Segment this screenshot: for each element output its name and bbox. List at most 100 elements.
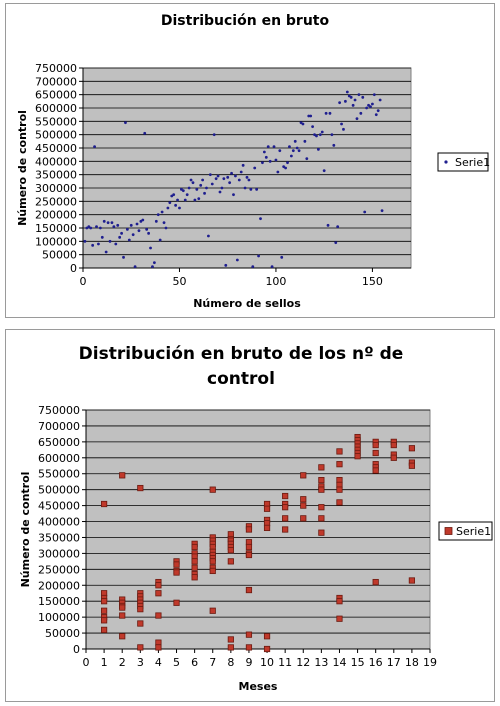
y-tick-label: 600000 <box>38 452 80 465</box>
data-point <box>227 644 234 651</box>
y-tick-label: 500000 <box>38 484 80 497</box>
data-point <box>131 233 135 237</box>
y-tick-label: 250000 <box>38 563 80 576</box>
data-point <box>173 599 180 606</box>
data-point <box>183 198 187 202</box>
x-tick-label: 16 <box>369 656 383 669</box>
data-point <box>336 461 343 468</box>
data-point <box>282 504 289 511</box>
data-point <box>357 93 361 97</box>
data-point <box>297 149 301 153</box>
data-point <box>137 606 144 613</box>
data-point <box>280 255 284 259</box>
x-tick-label: 150 <box>362 275 383 288</box>
data-point <box>257 254 260 258</box>
data-point <box>224 263 228 267</box>
data-point <box>168 201 172 205</box>
data-point <box>390 454 397 461</box>
data-point <box>266 145 270 149</box>
y-tick-label: 0 <box>73 643 80 656</box>
data-point <box>372 449 379 457</box>
x-tick-label: 13 <box>314 656 328 669</box>
y-tick-label: 200000 <box>38 579 80 592</box>
data-point <box>372 441 379 449</box>
data-point <box>326 223 330 227</box>
plot-area <box>82 67 412 269</box>
data-point <box>286 161 289 165</box>
data-point <box>251 265 255 269</box>
data-point <box>93 145 96 149</box>
data-point <box>208 173 212 177</box>
data-point <box>120 231 123 235</box>
data-point <box>125 227 129 231</box>
data-point <box>243 186 247 190</box>
data-point <box>181 189 185 193</box>
data-point <box>234 174 237 178</box>
data-point <box>355 117 359 121</box>
data-point <box>315 134 318 138</box>
x-tick-label: 12 <box>296 656 310 669</box>
data-point <box>147 231 151 235</box>
data-point <box>264 155 268 159</box>
x-tick-label: 15 <box>351 656 365 669</box>
data-point <box>301 122 305 126</box>
data-point <box>129 223 133 227</box>
chart-title: Distribución en bruto <box>161 13 330 29</box>
data-point <box>318 529 325 536</box>
data-point <box>191 564 198 571</box>
y-tick-label: 100000 <box>35 235 77 248</box>
data-point <box>151 265 154 269</box>
data-point <box>106 221 110 225</box>
data-point <box>318 477 325 484</box>
data-point <box>245 175 249 179</box>
data-point <box>334 241 338 245</box>
data-point <box>97 242 100 246</box>
data-point <box>320 130 324 134</box>
data-point <box>372 93 376 97</box>
data-point <box>318 464 325 471</box>
data-point <box>311 125 314 129</box>
data-point <box>365 106 369 110</box>
data-point <box>261 161 264 165</box>
data-point <box>245 551 253 559</box>
data-point <box>239 170 243 174</box>
data-point <box>369 105 372 109</box>
data-point <box>174 203 178 207</box>
data-point <box>237 178 241 182</box>
y-tick-label: 550000 <box>38 468 80 481</box>
data-point <box>276 170 280 174</box>
data-point <box>342 127 345 131</box>
data-point <box>262 150 266 154</box>
data-point <box>122 255 125 259</box>
y-tick-label: 250000 <box>35 195 77 208</box>
data-point <box>328 111 332 115</box>
data-point <box>336 499 343 506</box>
data-point <box>199 183 203 187</box>
data-point <box>218 190 222 194</box>
data-point <box>270 265 274 269</box>
data-point <box>336 615 343 622</box>
data-point <box>278 149 282 153</box>
data-point <box>137 644 144 651</box>
data-point <box>282 492 289 500</box>
scatter-chart-2: Distribución en bruto de los nº de contro… <box>19 344 493 693</box>
data-point <box>155 612 162 619</box>
data-point <box>354 453 361 460</box>
data-point <box>249 187 253 191</box>
data-point <box>195 187 199 191</box>
data-point <box>268 159 272 163</box>
data-point <box>322 169 326 173</box>
data-point <box>191 181 195 185</box>
data-point <box>300 515 307 522</box>
data-point <box>282 526 289 533</box>
data-point <box>89 226 93 230</box>
data-point <box>408 445 415 452</box>
data-point <box>155 644 162 651</box>
data-point <box>193 198 197 202</box>
y-tick-label: 500000 <box>35 129 77 142</box>
x-axis-title: Número de sellos <box>193 297 301 310</box>
data-point <box>172 193 176 197</box>
data-point <box>108 239 112 243</box>
data-point <box>309 114 313 118</box>
y-tick-label: 650000 <box>38 436 80 449</box>
